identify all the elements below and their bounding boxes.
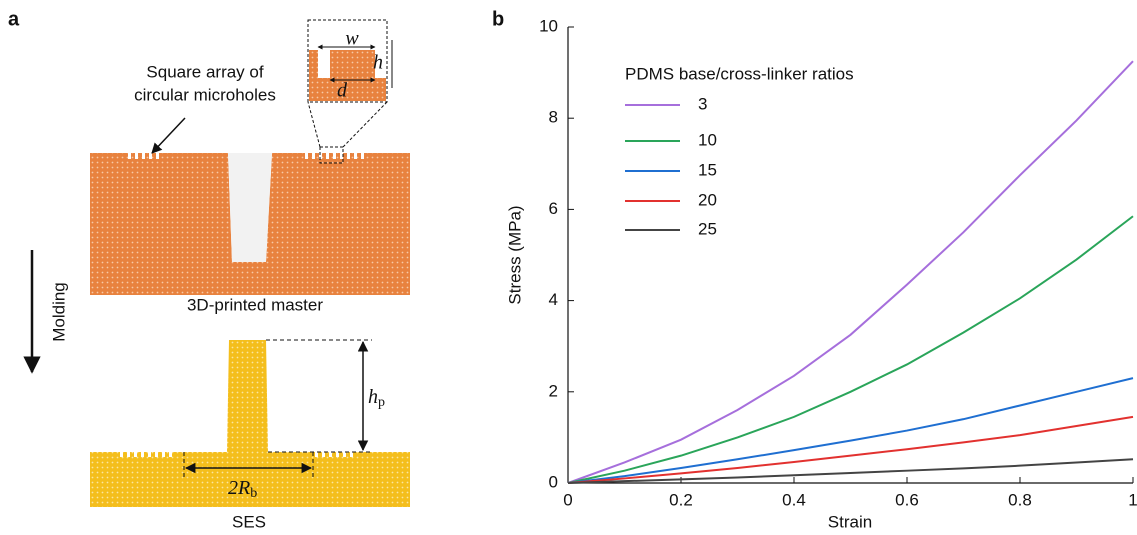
inset-label: w	[345, 28, 359, 50]
ses-bumps	[120, 452, 353, 457]
caption: SES	[232, 512, 266, 531]
x-tick-label: 0.2	[669, 490, 693, 509]
zoom-box	[319, 146, 344, 164]
y-tick-label: 10	[539, 16, 558, 35]
data-line	[567, 415, 1134, 484]
inset-label: d	[337, 80, 348, 102]
legend-label: 3	[698, 94, 707, 113]
data-line	[567, 215, 1134, 484]
y-tick-label: 6	[549, 199, 558, 218]
legend-label: 25	[698, 219, 717, 238]
x-tick-label: 0.6	[895, 490, 919, 509]
panel-label: b	[492, 8, 504, 30]
radius-label: 2Rb	[228, 477, 257, 502]
x-tick-label: 0.4	[782, 490, 806, 509]
annotation: circular microholes	[134, 85, 276, 104]
data-line	[567, 458, 1134, 484]
y-tick-label: 2	[549, 381, 558, 400]
data-line	[567, 60, 1134, 484]
panel-label: a	[8, 8, 20, 30]
inset-label: h	[373, 52, 383, 74]
annotation-arrow	[151, 117, 186, 154]
caption: 3D-printed master	[187, 295, 323, 314]
data-line	[567, 377, 1134, 484]
master-block	[90, 153, 410, 295]
zoom-line	[307, 101, 321, 148]
ses-block	[90, 340, 410, 507]
zoom-line	[342, 101, 388, 148]
legend-label: 10	[698, 130, 717, 149]
x-axis-title: Strain	[828, 512, 872, 531]
legend-title: PDMS base/cross-linker ratios	[625, 64, 854, 83]
x-tick-label: 0.8	[1008, 490, 1032, 509]
y-tick-label: 4	[549, 290, 558, 309]
panel-a: a Square array of circular microholes w …	[8, 8, 410, 531]
y-tick-label: 0	[549, 472, 558, 491]
y-axis-title: Stress (MPa)	[505, 205, 524, 304]
y-tick-label: 8	[549, 108, 558, 127]
process-label: Molding	[49, 282, 68, 342]
x-tick-label: 0	[563, 490, 572, 509]
microholes	[128, 153, 364, 159]
legend-label: 20	[698, 190, 717, 209]
master-slot	[228, 153, 272, 262]
panel-b: b Strain Stress (MPa) PDMS base/cross-li…	[492, 8, 1137, 531]
x-tick-label: 1	[1128, 490, 1137, 509]
legend-label: 15	[698, 160, 717, 179]
height-label: hp	[368, 386, 385, 411]
inset-post	[330, 50, 375, 78]
annotation: Square array of	[146, 62, 263, 81]
